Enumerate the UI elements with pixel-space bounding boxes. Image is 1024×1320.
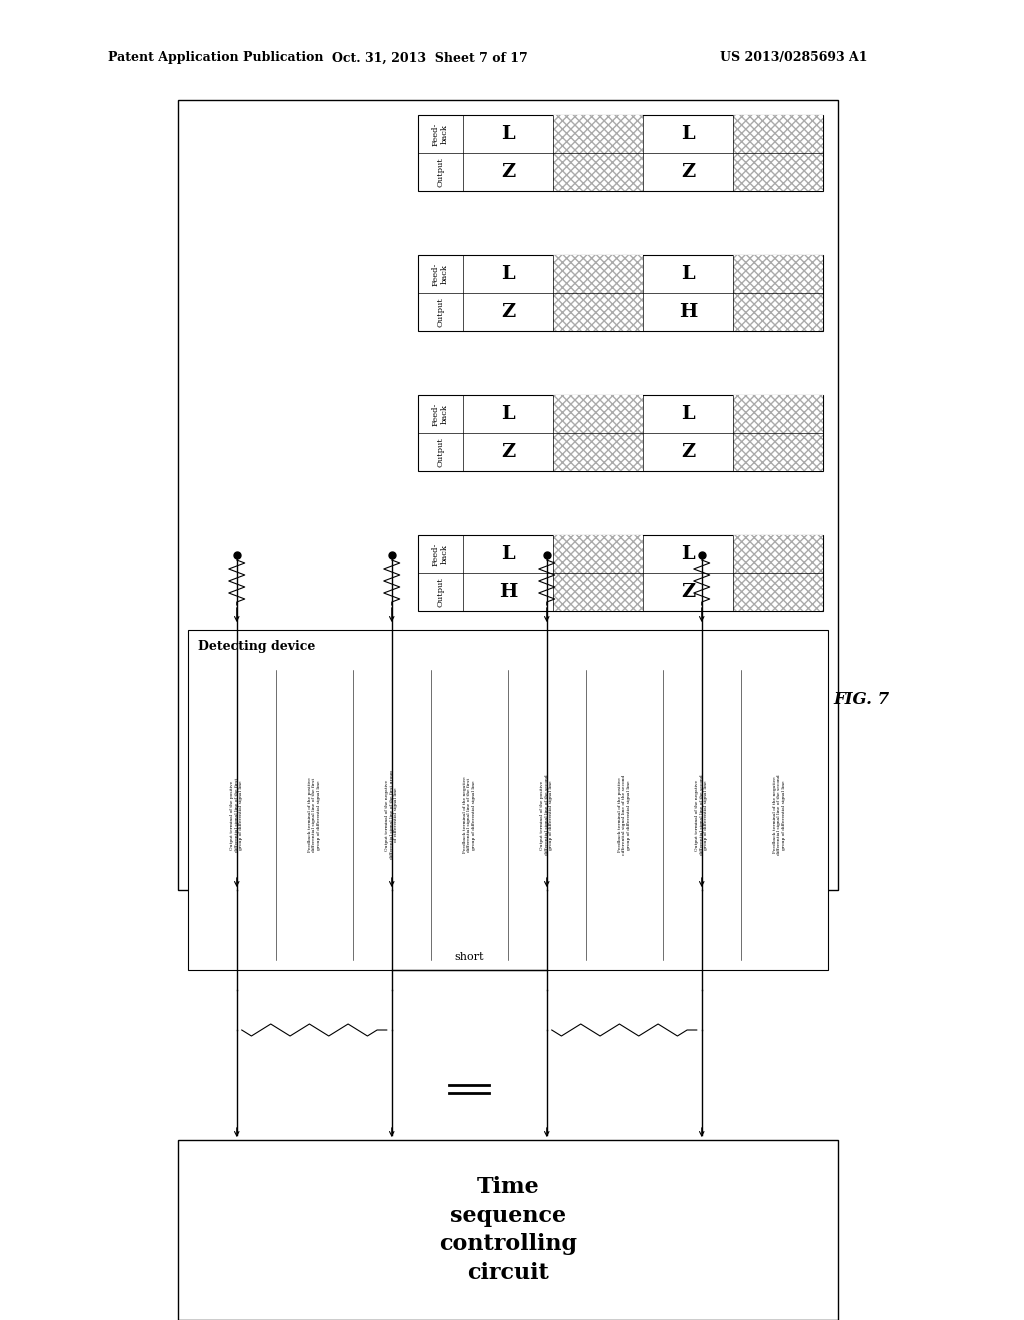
Bar <box>418 395 823 471</box>
Text: Z: Z <box>501 162 515 181</box>
Text: Output: Output <box>436 297 444 327</box>
Text: Detecting device: Detecting device <box>198 640 315 653</box>
Bar <box>178 1140 838 1320</box>
Bar <box>553 535 643 573</box>
Text: Output terminal of the negative
differential signal line of the first group
of c: Output terminal of the negative differen… <box>385 771 398 859</box>
Text: Time
sequence
controlling
circuit: Time sequence controlling circuit <box>439 1176 577 1284</box>
Text: Z: Z <box>681 583 695 601</box>
Text: Feed-
back: Feed- back <box>432 403 450 425</box>
Bar <box>553 395 643 433</box>
Text: L: L <box>681 265 695 282</box>
Text: H: H <box>679 304 697 321</box>
Text: Z: Z <box>681 162 695 181</box>
Bar <box>553 433 643 471</box>
Text: Feed-
back: Feed- back <box>432 263 450 285</box>
Text: FIG. 7: FIG. 7 <box>834 692 890 709</box>
Text: Z: Z <box>501 304 515 321</box>
Text: Z: Z <box>681 444 695 461</box>
Bar <box>418 535 823 611</box>
Bar <box>733 433 823 471</box>
Text: L: L <box>681 545 695 564</box>
Text: H: H <box>499 583 517 601</box>
Bar <box>733 255 823 293</box>
Text: L: L <box>501 545 515 564</box>
Text: L: L <box>681 125 695 143</box>
Bar <box>553 293 643 331</box>
Text: short: short <box>455 952 484 962</box>
Bar <box>418 115 823 191</box>
Text: Feedback terminal of the positive
differential signal line of the first
group of: Feedback terminal of the positive differ… <box>307 777 321 853</box>
Bar <box>188 630 828 970</box>
Text: Feed-
back: Feed- back <box>432 123 450 145</box>
Text: Feedback terminal of the negative
differential signal line of the second
group o: Feedback terminal of the negative differ… <box>773 775 785 855</box>
Text: L: L <box>501 265 515 282</box>
Bar <box>733 153 823 191</box>
Bar <box>733 115 823 153</box>
Bar <box>733 293 823 331</box>
Bar <box>553 255 643 293</box>
Text: Output: Output <box>436 157 444 187</box>
Bar <box>553 573 643 611</box>
Bar <box>733 535 823 573</box>
Text: Output terminal of the positive
differential signal line of the first
group of d: Output terminal of the positive differen… <box>230 777 244 853</box>
Bar <box>178 100 838 890</box>
Text: L: L <box>501 125 515 143</box>
Bar <box>418 255 823 331</box>
Text: Oct. 31, 2013  Sheet 7 of 17: Oct. 31, 2013 Sheet 7 of 17 <box>332 51 528 65</box>
Bar <box>553 153 643 191</box>
Text: Z: Z <box>501 444 515 461</box>
Text: Feedback terminal of the negative
differential signal line of the first
group of: Feedback terminal of the negative differ… <box>463 776 476 853</box>
Text: L: L <box>501 405 515 422</box>
Text: Output terminal of the negative
differential signal line of the second
group of : Output terminal of the negative differen… <box>695 775 709 855</box>
Bar <box>733 573 823 611</box>
Text: Feed-
back: Feed- back <box>432 543 450 566</box>
Bar <box>553 115 643 153</box>
Text: Feedback terminal of the positive
cifferential signal line of the second
group o: Feedback terminal of the positive ciffer… <box>617 775 631 855</box>
Text: Patent Application Publication: Patent Application Publication <box>108 51 324 65</box>
Text: L: L <box>681 405 695 422</box>
Text: Output: Output <box>436 437 444 467</box>
Text: Output: Output <box>436 577 444 607</box>
Text: Output terminal of the positive
differential signal line of the second
group of : Output terminal of the positive differen… <box>540 775 553 855</box>
Bar <box>733 395 823 433</box>
Text: US 2013/0285693 A1: US 2013/0285693 A1 <box>720 51 867 65</box>
